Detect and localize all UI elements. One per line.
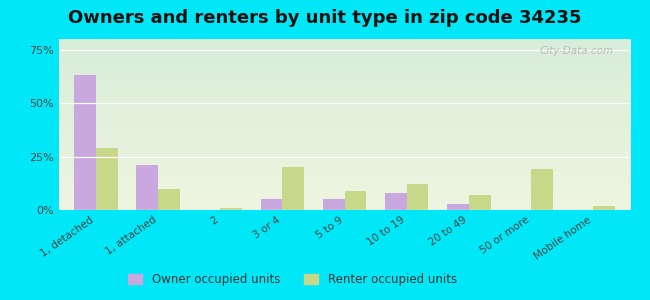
Bar [469, 195, 491, 210]
Bar [385, 193, 407, 210]
Text: Owners and renters by unit type in zip code 34235: Owners and renters by unit type in zip c… [68, 9, 582, 27]
Bar [282, 167, 304, 210]
Bar [220, 208, 242, 210]
Bar [158, 189, 180, 210]
Bar [407, 184, 428, 210]
Bar [74, 75, 96, 210]
Bar [344, 191, 366, 210]
Bar [447, 204, 469, 210]
Bar [136, 165, 158, 210]
Bar [261, 199, 282, 210]
Bar [593, 206, 615, 210]
Bar [96, 148, 118, 210]
Text: City-Data.com: City-Data.com [540, 46, 614, 56]
Legend: Owner occupied units, Renter occupied units: Owner occupied units, Renter occupied un… [124, 269, 462, 291]
Bar [323, 199, 345, 210]
Bar [531, 169, 552, 210]
